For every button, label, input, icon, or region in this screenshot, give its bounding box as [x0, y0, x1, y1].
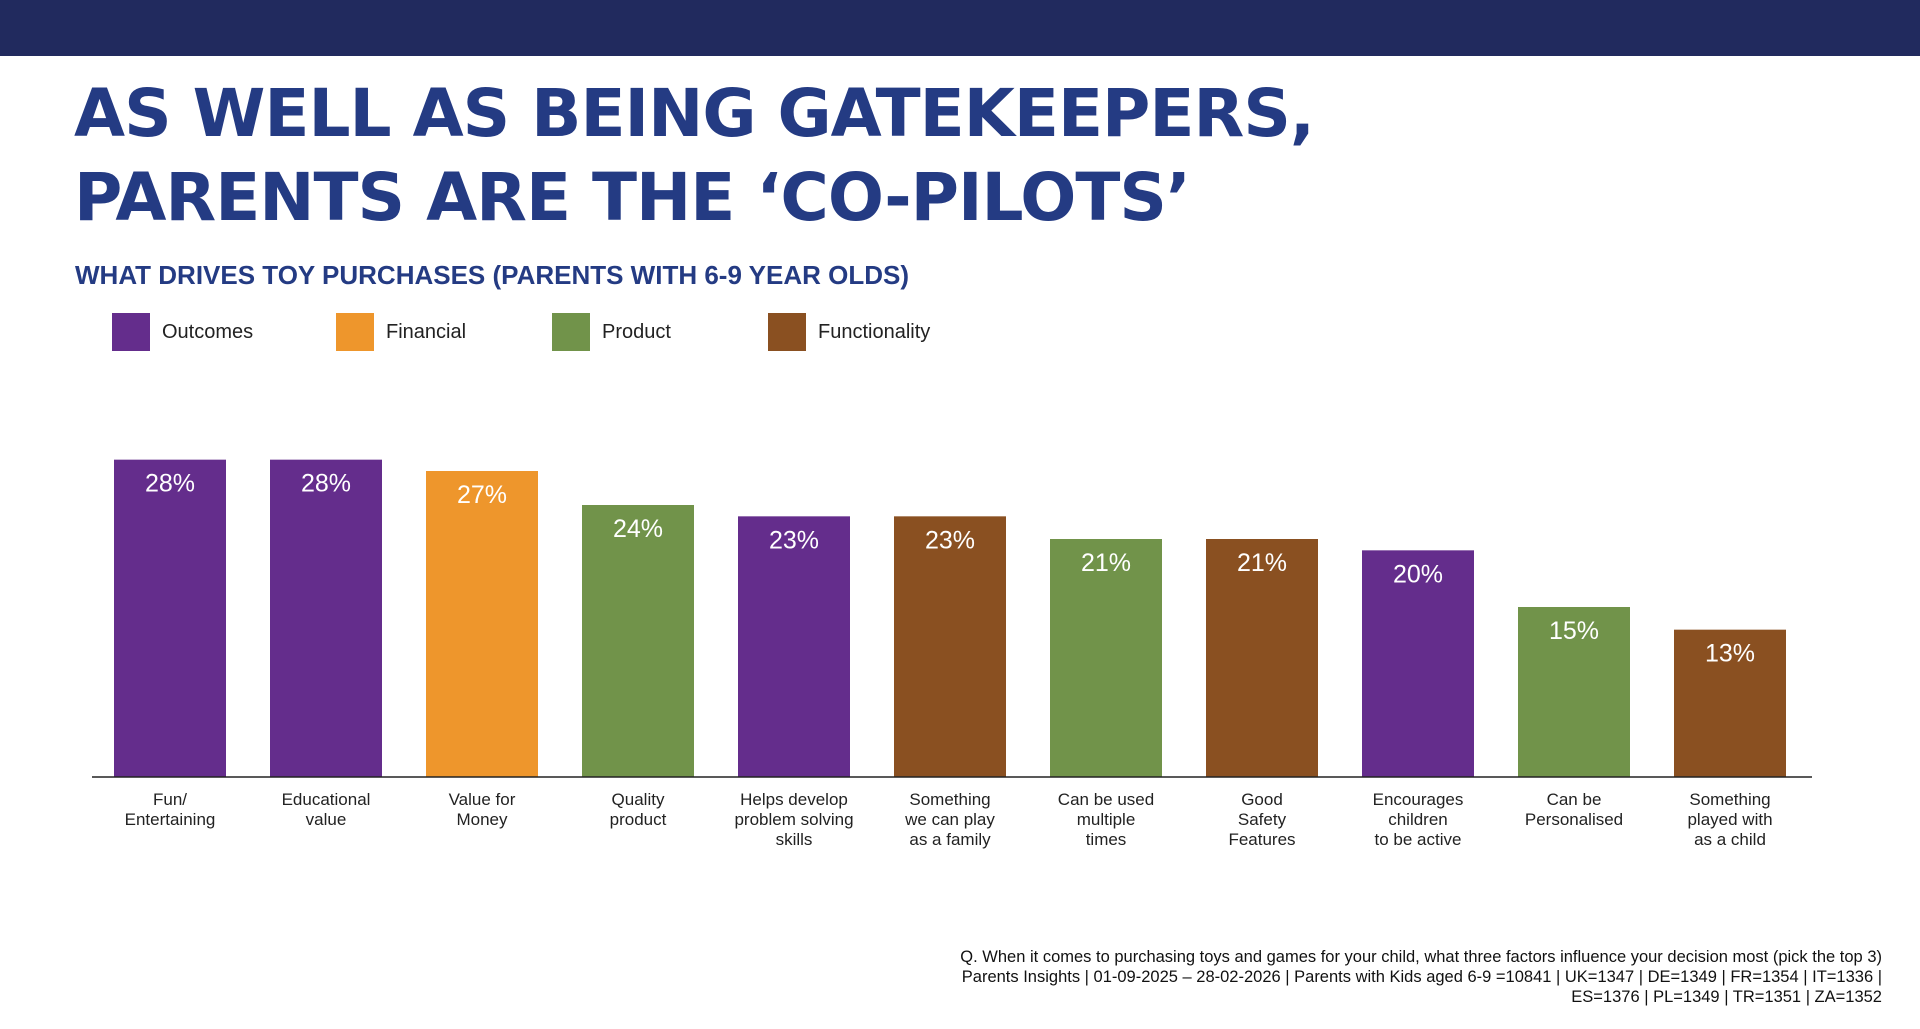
- bar-7: [1050, 539, 1162, 777]
- category-label-3: Value for Money: [449, 790, 516, 829]
- category-label-10: Can be Personalised: [1525, 790, 1623, 829]
- category-label-7-line-1: Can be used: [1058, 790, 1154, 809]
- category-label-8-line-2: Safety: [1238, 810, 1287, 829]
- bar-value-label-11: 13%: [1705, 640, 1755, 668]
- category-label-1-line-1: Fun/: [153, 790, 187, 809]
- page-title-line-2: PARENTS ARE THE ‘CO-PILOTS’: [74, 159, 1191, 236]
- category-label-11-line-2: played with: [1687, 810, 1772, 829]
- category-label-11-line-3: as a child: [1694, 830, 1766, 849]
- category-label-10-line-1: Can be: [1547, 790, 1602, 809]
- bar-value-label-3: 27%: [457, 481, 507, 509]
- category-label-4-line-1: Quality: [612, 790, 665, 809]
- top-banner: [0, 0, 1920, 56]
- category-label-2-line-1: Educational: [282, 790, 371, 809]
- category-label-6: Something we can play as a family: [904, 790, 995, 849]
- category-label-7-line-3: times: [1086, 830, 1127, 849]
- bar-value-label-10: 15%: [1549, 617, 1599, 645]
- footnote-sample-1: Parents Insights | 01-09-2025 – 28-02-20…: [961, 968, 1882, 986]
- category-label-5-line-1: Helps develop: [740, 790, 848, 809]
- legend-item-functionality: Functionality: [768, 312, 930, 352]
- category-label-9: Encourages children to be active: [1373, 790, 1464, 849]
- category-label-11-line-1: Something: [1689, 790, 1770, 809]
- category-label-1-line-2: Entertaining: [125, 810, 216, 829]
- bar-10: [1518, 607, 1630, 777]
- category-label-5-line-3: skills: [776, 830, 813, 849]
- category-label-3-line-2: Money: [456, 810, 508, 829]
- category-label-2: Educational value: [282, 790, 371, 829]
- category-label-4-line-2: product: [610, 810, 667, 829]
- legend-label-functionality: Functionality: [818, 320, 931, 343]
- legend-label-financial: Financial: [386, 320, 467, 343]
- bar-5: [738, 516, 850, 777]
- legend-item-financial: Financial: [336, 312, 466, 352]
- chart-legend: Outcomes Financial Product Functionality: [112, 312, 1012, 352]
- category-label-6-line-3: as a family: [909, 830, 991, 849]
- legend-label-outcomes: Outcomes: [162, 320, 254, 343]
- bar-4: [582, 505, 694, 777]
- category-label-5: Helps develop problem solving skills: [734, 790, 853, 849]
- category-label-9-line-1: Encourages: [1373, 790, 1464, 809]
- category-label-7-line-2: multiple: [1077, 810, 1136, 829]
- bar-3: [426, 471, 538, 777]
- category-label-3-line-1: Value for: [449, 790, 516, 809]
- legend-swatch-financial: [336, 313, 374, 351]
- legend-swatch-outcomes: [112, 313, 150, 351]
- legend-item-product: Product: [552, 312, 671, 352]
- bar-9: [1362, 550, 1474, 777]
- category-label-6-line-1: Something: [909, 790, 990, 809]
- bar-value-label-9: 20%: [1393, 560, 1443, 588]
- bar-value-label-4: 24%: [613, 515, 663, 543]
- category-label-8-line-3: Features: [1228, 830, 1295, 849]
- category-label-1: Fun/Entertaining: [125, 790, 216, 829]
- category-label-9-line-2: children: [1388, 810, 1448, 829]
- legend-label-product: Product: [602, 320, 671, 343]
- page-title-line-1: AS WELL AS BEING GATEKEEPERS,: [74, 75, 1315, 152]
- category-label-7: Can be used multiple times: [1058, 790, 1154, 849]
- category-label-8: Good Safety Features: [1228, 790, 1295, 849]
- legend-swatch-functionality: [768, 313, 806, 351]
- bar-value-label-7: 21%: [1081, 549, 1131, 577]
- category-label-8-line-1: Good: [1241, 790, 1283, 809]
- category-label-10-line-2: Personalised: [1525, 810, 1623, 829]
- survey-footnote: Q. When it comes to purchasing toys and …: [682, 947, 1882, 1007]
- bar-value-label-6: 23%: [925, 526, 975, 554]
- legend-item-outcomes: Outcomes: [112, 312, 253, 352]
- bar-2: [270, 459, 382, 777]
- footnote-sample-2: ES=1376 | PL=1349 | TR=1351 | ZA=1352: [1571, 988, 1882, 1006]
- category-label-2-line-2: value: [306, 810, 347, 829]
- bar-11: [1674, 629, 1786, 777]
- category-label-6-line-2: we can play: [904, 810, 995, 829]
- footnote-question: Q. When it comes to purchasing toys and …: [960, 948, 1882, 966]
- legend-swatch-product: [552, 313, 590, 351]
- category-label-5-line-2: problem solving: [734, 810, 853, 829]
- bar-value-label-8: 21%: [1237, 549, 1287, 577]
- bar-6: [894, 516, 1006, 777]
- bar-value-label-1: 28%: [145, 470, 195, 498]
- page-title: AS WELL AS BEING GATEKEEPERS, PARENTS AR…: [74, 72, 1315, 240]
- bar-value-label-2: 28%: [301, 470, 351, 498]
- bar-value-label-5: 23%: [769, 526, 819, 554]
- bar-8: [1206, 539, 1318, 777]
- category-label-9-line-3: to be active: [1375, 830, 1462, 849]
- category-label-11: Something played with as a child: [1687, 790, 1772, 849]
- bar-1: [114, 459, 226, 777]
- chart-title: WHAT DRIVES TOY PURCHASES (PARENTS WITH …: [75, 260, 910, 290]
- category-label-4: Quality product: [610, 790, 667, 829]
